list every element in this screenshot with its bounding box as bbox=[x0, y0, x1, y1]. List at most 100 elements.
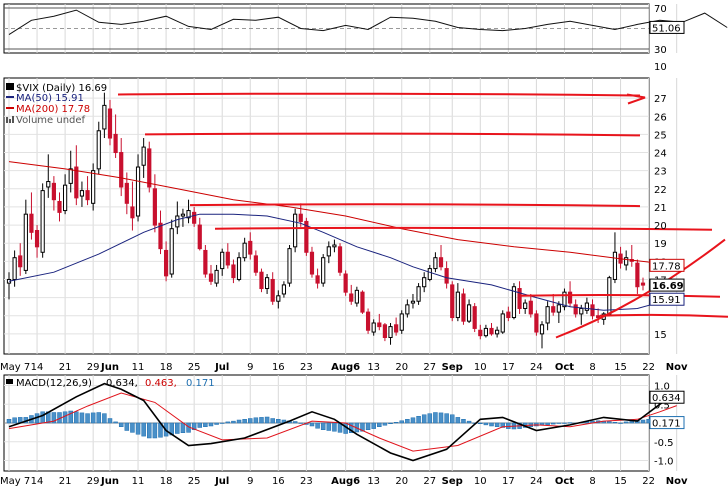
macd-xlabel-20: Oct bbox=[555, 476, 574, 487]
candle-body-1 bbox=[12, 257, 17, 280]
candle-body-53 bbox=[304, 220, 309, 253]
macd-hist-bar-67 bbox=[382, 422, 388, 426]
candle-body-36 bbox=[208, 273, 214, 282]
candle-body-67 bbox=[382, 324, 388, 338]
macd-xlabel-3: 29 bbox=[87, 476, 100, 487]
candle-body-73 bbox=[416, 286, 421, 302]
candle-body-54 bbox=[309, 251, 315, 275]
macd-hist-bar-87 bbox=[494, 422, 500, 427]
candle-body-37 bbox=[214, 269, 219, 284]
price-xlabel-1: 14 bbox=[31, 362, 44, 373]
candle-body-95 bbox=[539, 324, 545, 335]
candle-body-101 bbox=[573, 304, 578, 315]
macd-hist-bar-110 bbox=[623, 421, 629, 424]
price-tick-26: 26 bbox=[654, 112, 667, 123]
macd-hist-bar-20 bbox=[118, 422, 124, 427]
candle-body-52 bbox=[298, 213, 303, 222]
price-tick-24: 24 bbox=[654, 149, 667, 160]
candle-body-96 bbox=[545, 306, 550, 324]
candle-body-110 bbox=[624, 257, 629, 266]
price-value-label-2: 15.91 bbox=[652, 295, 681, 306]
candle-body-75 bbox=[427, 268, 432, 280]
resistance-line-4 bbox=[519, 294, 721, 298]
candle-body-16 bbox=[96, 130, 101, 170]
macd-hist-bar-34 bbox=[197, 422, 203, 428]
candle-body-35 bbox=[203, 249, 208, 275]
candle-body-61 bbox=[349, 293, 354, 302]
candle-body-64 bbox=[365, 311, 371, 331]
candle-body-14 bbox=[85, 190, 90, 201]
candle-body-112 bbox=[635, 262, 640, 288]
price-xlabel-22: 15 bbox=[614, 362, 627, 373]
candle-body-66 bbox=[377, 322, 382, 328]
candle-body-77 bbox=[438, 257, 444, 268]
macd-hist-bar-11 bbox=[68, 410, 73, 424]
macd-xlabel-6: 18 bbox=[160, 476, 173, 487]
candle-body-63 bbox=[360, 291, 365, 313]
candle-body-24 bbox=[141, 146, 146, 166]
macd-hist-bar-12 bbox=[74, 411, 79, 424]
macd-legend: MACD(12,26,9) 0.634, 0.463, 0.171 bbox=[6, 378, 215, 389]
candle-body-26 bbox=[152, 188, 157, 226]
macd-hist-bar-38 bbox=[219, 422, 225, 424]
price-tick-25: 25 bbox=[654, 130, 667, 141]
price-xlabel-24: Nov bbox=[666, 362, 688, 373]
candle-body-25 bbox=[147, 148, 152, 188]
price-xlabel-0: May 7 bbox=[0, 362, 30, 373]
macd-hist-bar-46 bbox=[264, 416, 270, 424]
macd-hist-bar-81 bbox=[461, 419, 466, 424]
price-xlabel-4: Jun bbox=[100, 362, 119, 373]
macd-hist-bar-85 bbox=[483, 422, 489, 426]
price-xlabel-17: 10 bbox=[474, 362, 487, 373]
candle-body-58 bbox=[332, 244, 337, 248]
candle-body-68 bbox=[388, 326, 393, 338]
candle-body-42 bbox=[242, 242, 247, 259]
macd-hist-bar-17 bbox=[102, 413, 107, 424]
candle-body-81 bbox=[461, 293, 466, 322]
macd-hist-bar-24 bbox=[141, 422, 146, 437]
candle-body-27 bbox=[158, 222, 163, 250]
price-value-label-0: 17.78 bbox=[652, 261, 681, 272]
price-tick-19: 19 bbox=[654, 239, 667, 250]
macd-hist-bar-65 bbox=[371, 422, 376, 429]
candle-body-83 bbox=[472, 306, 477, 329]
candle-body-84 bbox=[478, 329, 483, 337]
macd-hist-bar-31 bbox=[180, 422, 186, 433]
candle-body-76 bbox=[433, 257, 438, 270]
candle-body-93 bbox=[528, 300, 533, 315]
candle-body-89 bbox=[506, 311, 511, 319]
price-tick-27: 27 bbox=[654, 94, 667, 105]
support-trendline bbox=[555, 238, 726, 339]
price-xlabel-10: 16 bbox=[272, 362, 285, 373]
candle-body-10 bbox=[63, 184, 68, 212]
macd-xlabel-17: 10 bbox=[474, 476, 487, 487]
macd-xlabel-10: 16 bbox=[272, 476, 285, 487]
macd-line bbox=[8, 382, 678, 462]
macd-tick-1: 0.5 bbox=[654, 400, 670, 411]
rsi-line bbox=[8, 9, 728, 36]
candle-body-99 bbox=[562, 291, 567, 308]
candle-body-13 bbox=[79, 190, 85, 197]
candle-body-23 bbox=[135, 166, 141, 217]
price-xlabel-3: 29 bbox=[87, 362, 100, 373]
candle-body-3 bbox=[23, 213, 28, 271]
macd-hist-bar-14 bbox=[85, 413, 90, 424]
macd-hist-bar-78 bbox=[444, 413, 449, 424]
macd-hist-bar-68 bbox=[388, 422, 393, 424]
macd-hist-bar-82 bbox=[466, 420, 472, 424]
price-value-tag-0 bbox=[649, 258, 685, 272]
candle-body-97 bbox=[551, 306, 556, 313]
macd-hist-bar-64 bbox=[365, 422, 371, 430]
candle-body-50 bbox=[287, 248, 292, 284]
candle-body-65 bbox=[371, 322, 376, 333]
candle-body-80 bbox=[455, 291, 460, 319]
candle-body-22 bbox=[130, 206, 135, 219]
candle-body-20 bbox=[119, 152, 124, 188]
macd-hist-bar-75 bbox=[427, 413, 433, 424]
candle-body-29 bbox=[169, 228, 174, 275]
candle-body-17 bbox=[102, 104, 107, 130]
price-xlabel-16: Sep bbox=[442, 362, 463, 373]
macd-hist-bar-84 bbox=[478, 422, 483, 424]
macd-hist-bar-54 bbox=[309, 422, 315, 427]
macd-hist-bar-100 bbox=[567, 422, 573, 424]
